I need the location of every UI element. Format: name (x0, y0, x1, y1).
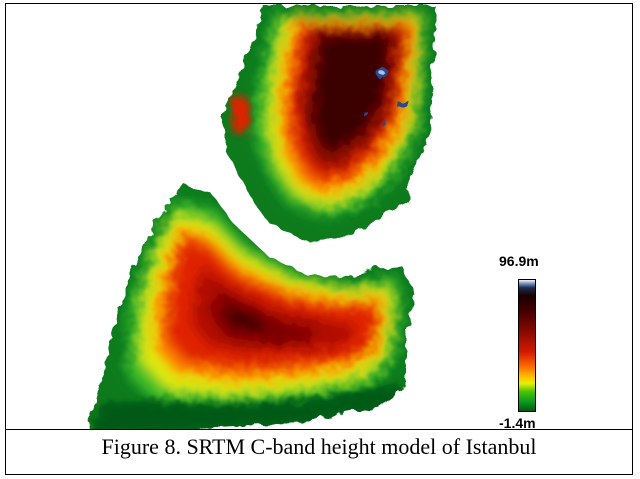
elevation-colorbar (518, 279, 536, 412)
legend-max-label: 96.9m (499, 253, 539, 269)
north-landmass (220, 6, 436, 240)
figure-caption: Figure 8. SRTM C-band height model of Is… (101, 434, 537, 459)
figure-frame: 96.9m -1.4m Figure 8. SRTM C-band height… (5, 3, 633, 475)
south-landmass (86, 184, 414, 436)
caption-divider (6, 429, 632, 430)
height-map: 96.9m -1.4m (6, 4, 632, 436)
height-map-image (86, 6, 436, 436)
legend-min-label: -1.4m (499, 415, 536, 431)
